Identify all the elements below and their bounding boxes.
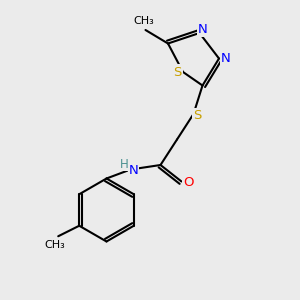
Text: CH₃: CH₃	[44, 240, 65, 250]
Text: H: H	[119, 158, 128, 171]
Text: N: N	[129, 164, 138, 178]
Text: N: N	[221, 52, 230, 65]
Text: N: N	[198, 23, 208, 36]
Text: S: S	[173, 65, 182, 79]
Text: CH₃: CH₃	[134, 16, 154, 26]
Text: O: O	[183, 176, 194, 190]
Text: S: S	[193, 109, 201, 122]
